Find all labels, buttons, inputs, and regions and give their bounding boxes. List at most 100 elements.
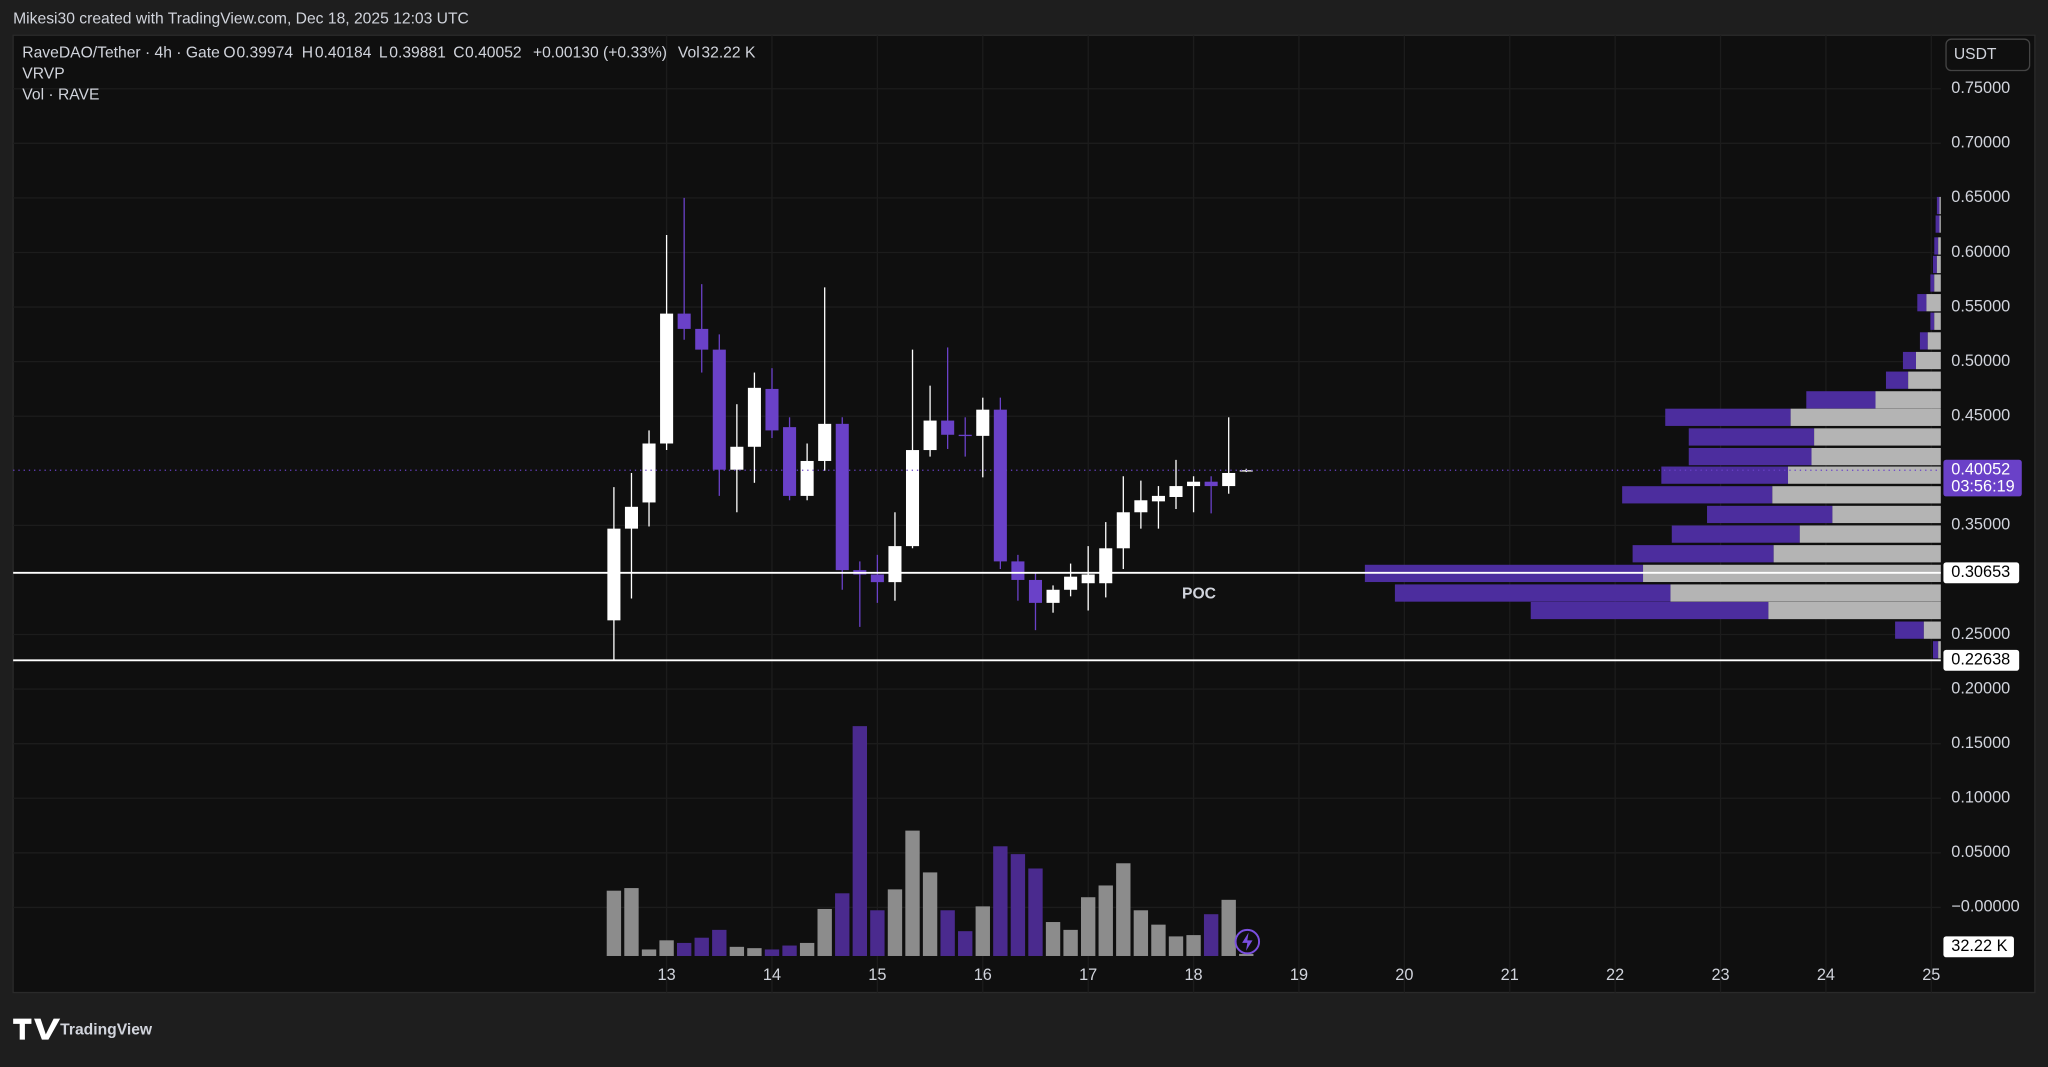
profile-up <box>1832 505 1941 524</box>
profile-down <box>1919 332 1928 350</box>
alert-bolt <box>1242 932 1253 951</box>
candle-body <box>958 434 972 437</box>
profile-up <box>1934 274 1941 292</box>
profile-up <box>1773 545 1941 563</box>
y-tick-label: 0.35000 <box>1951 516 2010 534</box>
profile-down <box>1671 525 1800 543</box>
y-tick-label: 0.60000 <box>1951 243 2010 261</box>
profile-down <box>1688 447 1812 466</box>
profile-down <box>1661 466 1789 484</box>
candle-body <box>1064 576 1078 590</box>
candle-body <box>1187 481 1201 487</box>
volume-bar <box>1028 868 1043 956</box>
countdown: 03:56:19 <box>1951 478 2015 496</box>
high-label: H <box>302 45 313 62</box>
profile-down <box>1806 391 1876 409</box>
volume-bar <box>975 906 990 956</box>
profile-down <box>1934 237 1939 255</box>
candle-body <box>1222 472 1236 487</box>
volume-bar <box>1063 929 1078 956</box>
profile-down <box>1932 641 1939 659</box>
candle-body <box>712 349 726 470</box>
volume-bar <box>1221 899 1236 956</box>
volume-bar <box>624 888 639 956</box>
candle-body <box>624 506 639 529</box>
high-value: 0.40184 <box>315 45 372 62</box>
candle-body <box>1081 574 1095 584</box>
candle-body <box>888 546 902 583</box>
profile-up <box>1768 601 1941 620</box>
alert-icon[interactable] <box>1234 928 1261 955</box>
candle-body <box>677 313 691 329</box>
profile-up <box>1936 255 1941 274</box>
currency[interactable]: USDT <box>1954 46 1997 63</box>
profile-up <box>1811 447 1941 466</box>
candle-body <box>1169 486 1183 497</box>
volume-title: Vol <box>678 45 700 62</box>
brand: TradingView <box>60 1022 153 1039</box>
profile-down <box>1902 351 1916 370</box>
profile-up <box>1915 351 1941 370</box>
currency-button[interactable] <box>1945 38 2031 72</box>
candle-body <box>1099 548 1113 584</box>
profile-down <box>1530 601 1769 620</box>
volume-bar <box>1239 953 1254 956</box>
y-tick-label: 0.45000 <box>1951 407 2010 425</box>
volume-label-box <box>1943 936 2014 958</box>
x-tick-label: 14 <box>763 966 781 984</box>
profile-up <box>1926 294 1941 312</box>
volume-bar <box>922 872 938 956</box>
current-price-box <box>1943 459 2022 497</box>
profile-up <box>1814 428 1941 446</box>
profile-up <box>1939 215 1941 233</box>
volume-bar <box>1098 885 1113 956</box>
x-tick-label: 24 <box>1817 966 1835 984</box>
profile-up <box>1875 391 1941 409</box>
profile-down <box>1895 621 1924 639</box>
price-label: 0.22638 <box>1951 651 2010 669</box>
candle-body <box>923 420 937 451</box>
change: +0.00130 (+0.33%) <box>533 45 667 62</box>
x-tick-label: 13 <box>658 966 676 984</box>
volume-bar <box>870 910 885 956</box>
candle-body <box>695 328 709 350</box>
candle-body <box>905 450 920 547</box>
y-tick-label: 0.55000 <box>1951 297 2010 315</box>
volume-bar <box>1133 910 1149 956</box>
price-label: 0.30653 <box>1951 563 2010 581</box>
profile-up <box>1908 371 1941 389</box>
profile-down <box>1707 505 1833 524</box>
candle-body <box>642 443 656 503</box>
volume-bar <box>1203 914 1219 956</box>
volume-bar <box>782 945 797 956</box>
candle-body <box>1116 512 1130 549</box>
candle-body <box>976 409 990 436</box>
y-tick-label: −0.00000 <box>1951 898 2020 916</box>
volume-value: 32.22 K <box>701 45 756 62</box>
y-tick-label: 0.75000 <box>1951 79 2010 97</box>
volume-bar <box>676 942 692 956</box>
open-value: 0.39974 <box>236 45 293 62</box>
symbol: RaveDAO/Tether · 4h · Gate <box>22 45 220 62</box>
chart-panel <box>12 34 2036 994</box>
profile-down <box>1632 545 1774 563</box>
price-label-box <box>1943 562 2020 584</box>
candle-body <box>1028 579 1043 603</box>
profile-down <box>1936 196 1940 215</box>
close-value: 0.40052 <box>465 45 522 62</box>
y-tick-label: 0.65000 <box>1951 188 2010 206</box>
candle-body <box>730 446 744 470</box>
candle-body <box>660 313 674 444</box>
candle-body <box>747 387 761 447</box>
close-label: C <box>453 45 464 62</box>
x-tick-label: 15 <box>868 966 886 984</box>
x-tick-label: 23 <box>1711 966 1729 984</box>
candle-body <box>783 427 797 496</box>
volume-bar <box>1116 863 1131 956</box>
volume-bar <box>747 948 762 956</box>
x-tick-label: 25 <box>1922 966 1940 984</box>
volume-bar <box>659 940 674 956</box>
y-tick-label: 0.20000 <box>1951 679 2010 697</box>
